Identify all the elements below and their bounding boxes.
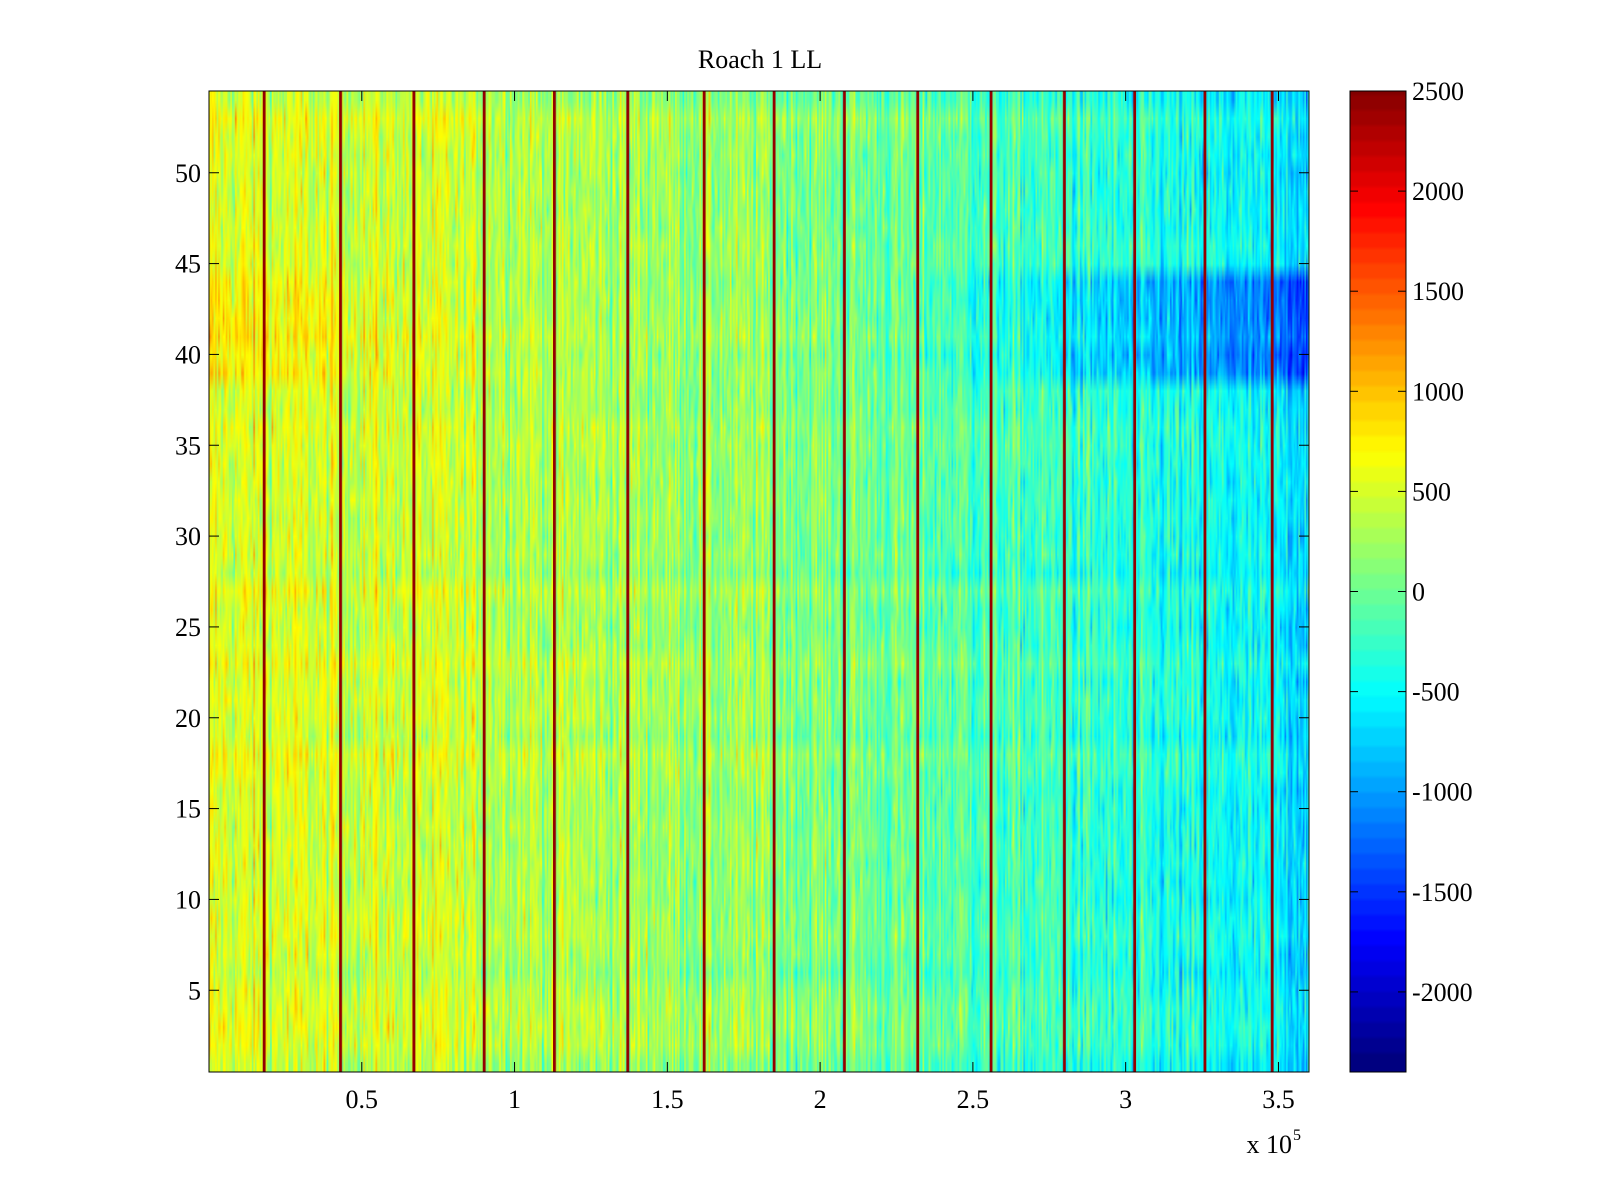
y-tick-label: 25: [175, 613, 201, 642]
plot-frame: [208, 90, 1310, 1073]
colorbar-frame: [1349, 90, 1407, 1073]
colorbar-tick-label: 1000: [1412, 377, 1464, 406]
colorbar-tick-label: -500: [1412, 678, 1460, 707]
y-tick-label: 5: [188, 976, 201, 1005]
x-multiplier-exponent: 5: [1293, 1127, 1301, 1144]
colorbar-tick-label: 2000: [1412, 177, 1464, 206]
colorbar-tick-label: 2500: [1412, 77, 1464, 106]
y-tick-label: 35: [175, 431, 201, 460]
colorbar: 2500 2000 1500 1000 500 0 -500 -1000 -1500 -2000: [1349, 77, 1473, 1073]
y-tick-label: 45: [175, 250, 201, 279]
x-tick-label: 3.5: [1262, 1085, 1295, 1114]
colorbar-tick-label: -1000: [1412, 778, 1473, 807]
y-tick-label: 10: [175, 885, 201, 914]
x-tick-label: 1: [508, 1085, 521, 1114]
colorbar-tick-label: 1500: [1412, 277, 1464, 306]
y-axis: 5 10 15 20 25 30 35 40 45 50: [175, 159, 1309, 1005]
colorbar-tick-label: -2000: [1412, 978, 1473, 1007]
colorbar-ticks: 2500 2000 1500 1000 500 0 -500 -1000 -1500 -2000: [1350, 77, 1473, 1007]
y-tick-label: 30: [175, 522, 201, 551]
heatmap-image: [209, 91, 1309, 1072]
x-tick-label: 0.5: [346, 1085, 379, 1114]
x-tick-label: 2.5: [957, 1085, 990, 1114]
y-tick-label: 40: [175, 340, 201, 369]
y-tick-label: 50: [175, 159, 201, 188]
spike-lines: [262, 91, 1274, 1072]
x-tick-label: 1.5: [651, 1085, 684, 1114]
x-tick-label: 3: [1119, 1085, 1132, 1114]
colorbar-gradient: [1350, 91, 1406, 1072]
y-tick-label: 15: [175, 795, 201, 824]
colorbar-tick-label: 500: [1412, 477, 1451, 506]
heatmap-plot-area: [208, 90, 1310, 1073]
x-axis: 0.5 1 1.5 2 2.5 3 3.5: [346, 91, 1295, 1114]
colorbar-tick-label: -1500: [1412, 878, 1473, 907]
x-axis-multiplier: x 10 5: [1247, 1127, 1302, 1159]
x-tick-label: 2: [814, 1085, 827, 1114]
chart-title: Roach 1 LL: [698, 45, 822, 74]
x-multiplier-base: x 10: [1247, 1130, 1293, 1159]
colorbar-tick-label: 0: [1412, 578, 1425, 607]
y-tick-label: 20: [175, 704, 201, 733]
